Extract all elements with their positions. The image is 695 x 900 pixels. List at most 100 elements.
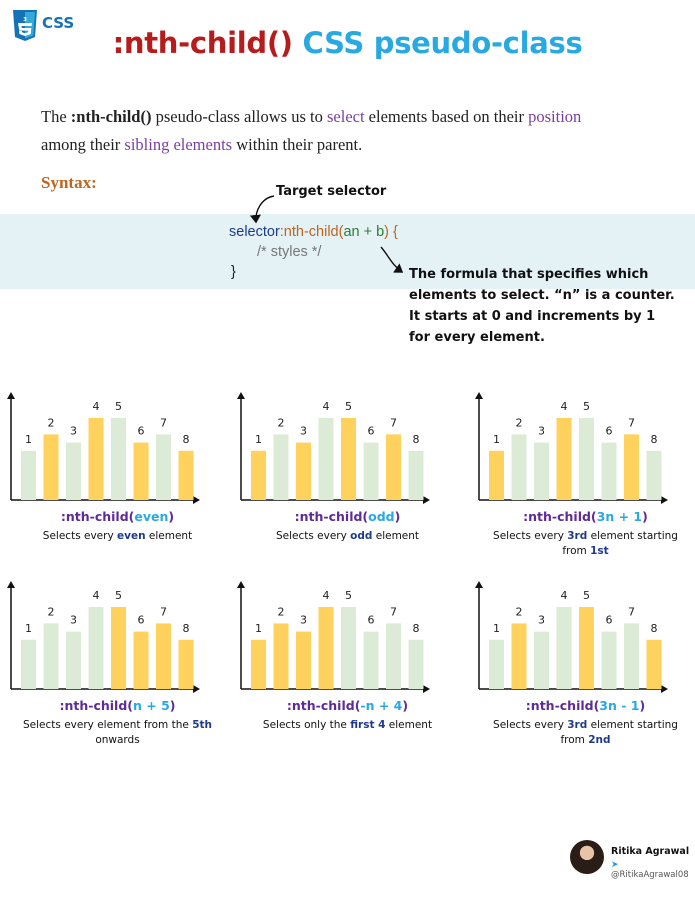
bar	[178, 639, 194, 689]
desc-text: Selects only the	[262, 719, 351, 731]
bar	[579, 607, 594, 689]
code-block-background	[0, 214, 695, 289]
bar	[489, 639, 504, 689]
desc-text: element	[145, 530, 193, 542]
code-line-1: selector:nth-child(an + b) {	[229, 222, 398, 242]
desc-text: element starting	[587, 719, 678, 731]
bar-label: 6	[606, 614, 613, 627]
bar	[363, 631, 379, 689]
intro-code: :nth-child()	[70, 107, 152, 126]
bar-label: 8	[183, 622, 190, 635]
bar	[273, 623, 289, 689]
bar-label: 2	[516, 605, 523, 618]
code-block: selector:nth-child(an + b) { /* styles *…	[229, 222, 398, 282]
chart-panel: 1 2 3 4 5 6 7 8:nth-child(even) Selects every ev…	[7, 392, 225, 572]
formula-arrow	[380, 246, 404, 273]
bar-label: 4	[323, 400, 330, 413]
chart-selector-title: :nth-child(3n - 1)	[478, 698, 693, 713]
bar	[178, 450, 194, 500]
author-name: Ritika Agrawal	[611, 846, 690, 857]
bar-label: 1	[493, 433, 500, 446]
desc-text: Selects every	[493, 530, 568, 542]
bar-label: 3	[70, 425, 77, 438]
bar-label: 4	[561, 589, 568, 602]
chart-selector-title: :nth-child(-n + 4)	[240, 698, 455, 713]
bar	[646, 450, 662, 500]
title-part: 3n + 1	[596, 509, 643, 524]
bar	[88, 607, 104, 689]
chart-selector-title: :nth-child(n + 5)	[10, 698, 225, 713]
bar-label: 4	[93, 400, 100, 413]
target-selector-label: Target selector	[276, 184, 387, 199]
syntax-heading: Syntax:	[41, 173, 97, 192]
bar-label: 8	[651, 433, 658, 446]
title-part: :nth-child(	[286, 698, 361, 713]
page-title: :nth-child() CSS pseudo-class	[0, 26, 695, 60]
desc-text: from	[562, 545, 591, 557]
bar	[21, 639, 36, 689]
bar	[341, 418, 356, 500]
target-arrow	[249, 195, 275, 224]
bar-label: 1	[25, 433, 32, 446]
code-function: :nth-child(	[279, 224, 344, 240]
bar-label: 3	[70, 614, 77, 627]
bar	[66, 442, 81, 500]
author-handle: ➤ @RitikaAgrawal08	[611, 860, 695, 880]
code-selector: selector	[229, 224, 280, 240]
logo-text: CSS	[42, 14, 75, 32]
bar	[111, 607, 126, 689]
bar	[624, 623, 639, 689]
bar	[534, 442, 549, 500]
bar	[386, 434, 401, 500]
bar-label: 3	[538, 614, 545, 627]
bar-label: 3	[300, 614, 307, 627]
chart-panel: 1 2 3 4 5 6 7 8:nth-child(-n + 4) Selects only t…	[237, 581, 455, 761]
bar-label: 4	[323, 589, 330, 602]
bar-label: 8	[183, 433, 190, 446]
bar	[601, 442, 617, 500]
bar	[156, 623, 171, 689]
bar	[156, 434, 171, 500]
y-axis-arrowhead	[237, 581, 245, 588]
title-part: )	[168, 509, 175, 524]
title-rest: CSS pseudo-class	[302, 26, 583, 60]
bar	[21, 450, 36, 500]
bar-label: 7	[160, 605, 167, 618]
desc-text: element starting	[587, 530, 678, 542]
code-line-3: }	[229, 262, 398, 282]
bar-label: 5	[115, 400, 122, 413]
title-part: :nth-child(	[525, 698, 600, 713]
bar	[556, 607, 572, 689]
bar-label: 7	[628, 416, 635, 429]
x-axis-arrowhead	[661, 685, 668, 693]
bar	[408, 450, 424, 500]
desc-text: element	[372, 530, 420, 542]
bar-label: 2	[48, 416, 55, 429]
svg-text:3: 3	[23, 17, 27, 23]
css3-shield-icon: 3	[13, 10, 37, 41]
bar-label: 7	[628, 605, 635, 618]
desc-text: onwards	[95, 734, 140, 746]
title-part: )	[169, 698, 176, 713]
x-axis-arrowhead	[193, 685, 200, 693]
chart-description: Selects every odd element	[240, 529, 455, 544]
bar-label: 6	[138, 614, 145, 627]
author-handle-text: @RitikaAgrawal08	[611, 870, 689, 880]
twitter-bird-icon: ➤	[611, 860, 619, 870]
desc-emphasis: first 4	[350, 719, 386, 731]
title-part: -n + 4	[360, 698, 403, 713]
bar	[386, 623, 401, 689]
bar	[296, 631, 311, 689]
bar-chart: 1 2 3 4 5 6 7 8	[7, 581, 200, 693]
title-part: n + 5	[133, 698, 170, 713]
desc-text: Selects every	[493, 719, 568, 731]
bar	[133, 442, 149, 500]
x-axis-arrowhead	[423, 685, 430, 693]
bar-label: 1	[25, 622, 32, 635]
intro-highlight: position	[528, 107, 582, 126]
chart-panel: 1 2 3 4 5 6 7 8:nth-child(3n + 1) Selects every …	[475, 392, 693, 572]
bar-label: 8	[651, 622, 658, 635]
bar-label: 3	[538, 425, 545, 438]
chart-selector-title: :nth-child(odd)	[240, 509, 455, 524]
intro-highlight: select	[326, 107, 365, 126]
